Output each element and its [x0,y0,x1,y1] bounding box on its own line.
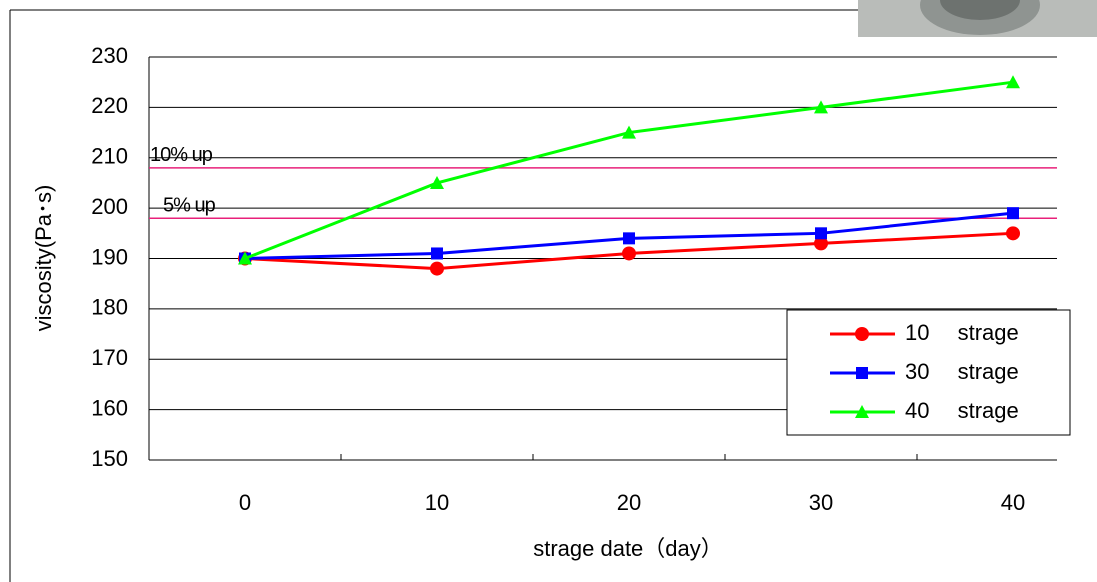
data-point [814,236,828,251]
x-tick-label: 30 [809,490,833,515]
x-tick-label: 10 [425,490,449,515]
y-tick-label: 220 [91,93,128,118]
legend-label: 10 strage [905,320,1019,345]
y-tick-label: 180 [91,295,128,320]
data-point [815,227,827,240]
photo-fragment [858,0,1097,37]
y-tick-label: 150 [91,446,128,471]
y-tick-label: 190 [91,244,128,269]
data-point [431,247,443,260]
legend-marker [855,327,869,341]
data-point [1007,207,1019,220]
legend-marker [856,367,868,379]
legend-marker [855,405,869,418]
y-tick-label: 160 [91,395,128,420]
data-point [622,125,636,139]
legend-label: 40 strage [905,398,1019,423]
y-axis-label: viscosity(Pa･s) [31,185,56,332]
data-point [430,175,444,189]
y-tick-label: 170 [91,345,128,370]
data-point [238,251,252,265]
data-point [430,261,444,276]
reference-label: 5% up [163,194,216,216]
y-tick-label: 210 [91,144,128,169]
data-point [1006,75,1020,89]
x-tick-label: 0 [239,490,251,515]
reference-label: 10% up [150,144,213,166]
data-point [1006,226,1020,241]
y-tick-label: 230 [91,43,128,68]
data-point [622,246,636,261]
x-axis-label: strage date（day） [533,536,723,561]
data-point [814,100,828,114]
x-tick-label: 20 [617,490,641,515]
y-tick-label: 200 [91,194,128,219]
legend-label: 30 strage [905,359,1019,384]
data-point [623,232,635,245]
x-tick-label: 40 [1001,490,1025,515]
